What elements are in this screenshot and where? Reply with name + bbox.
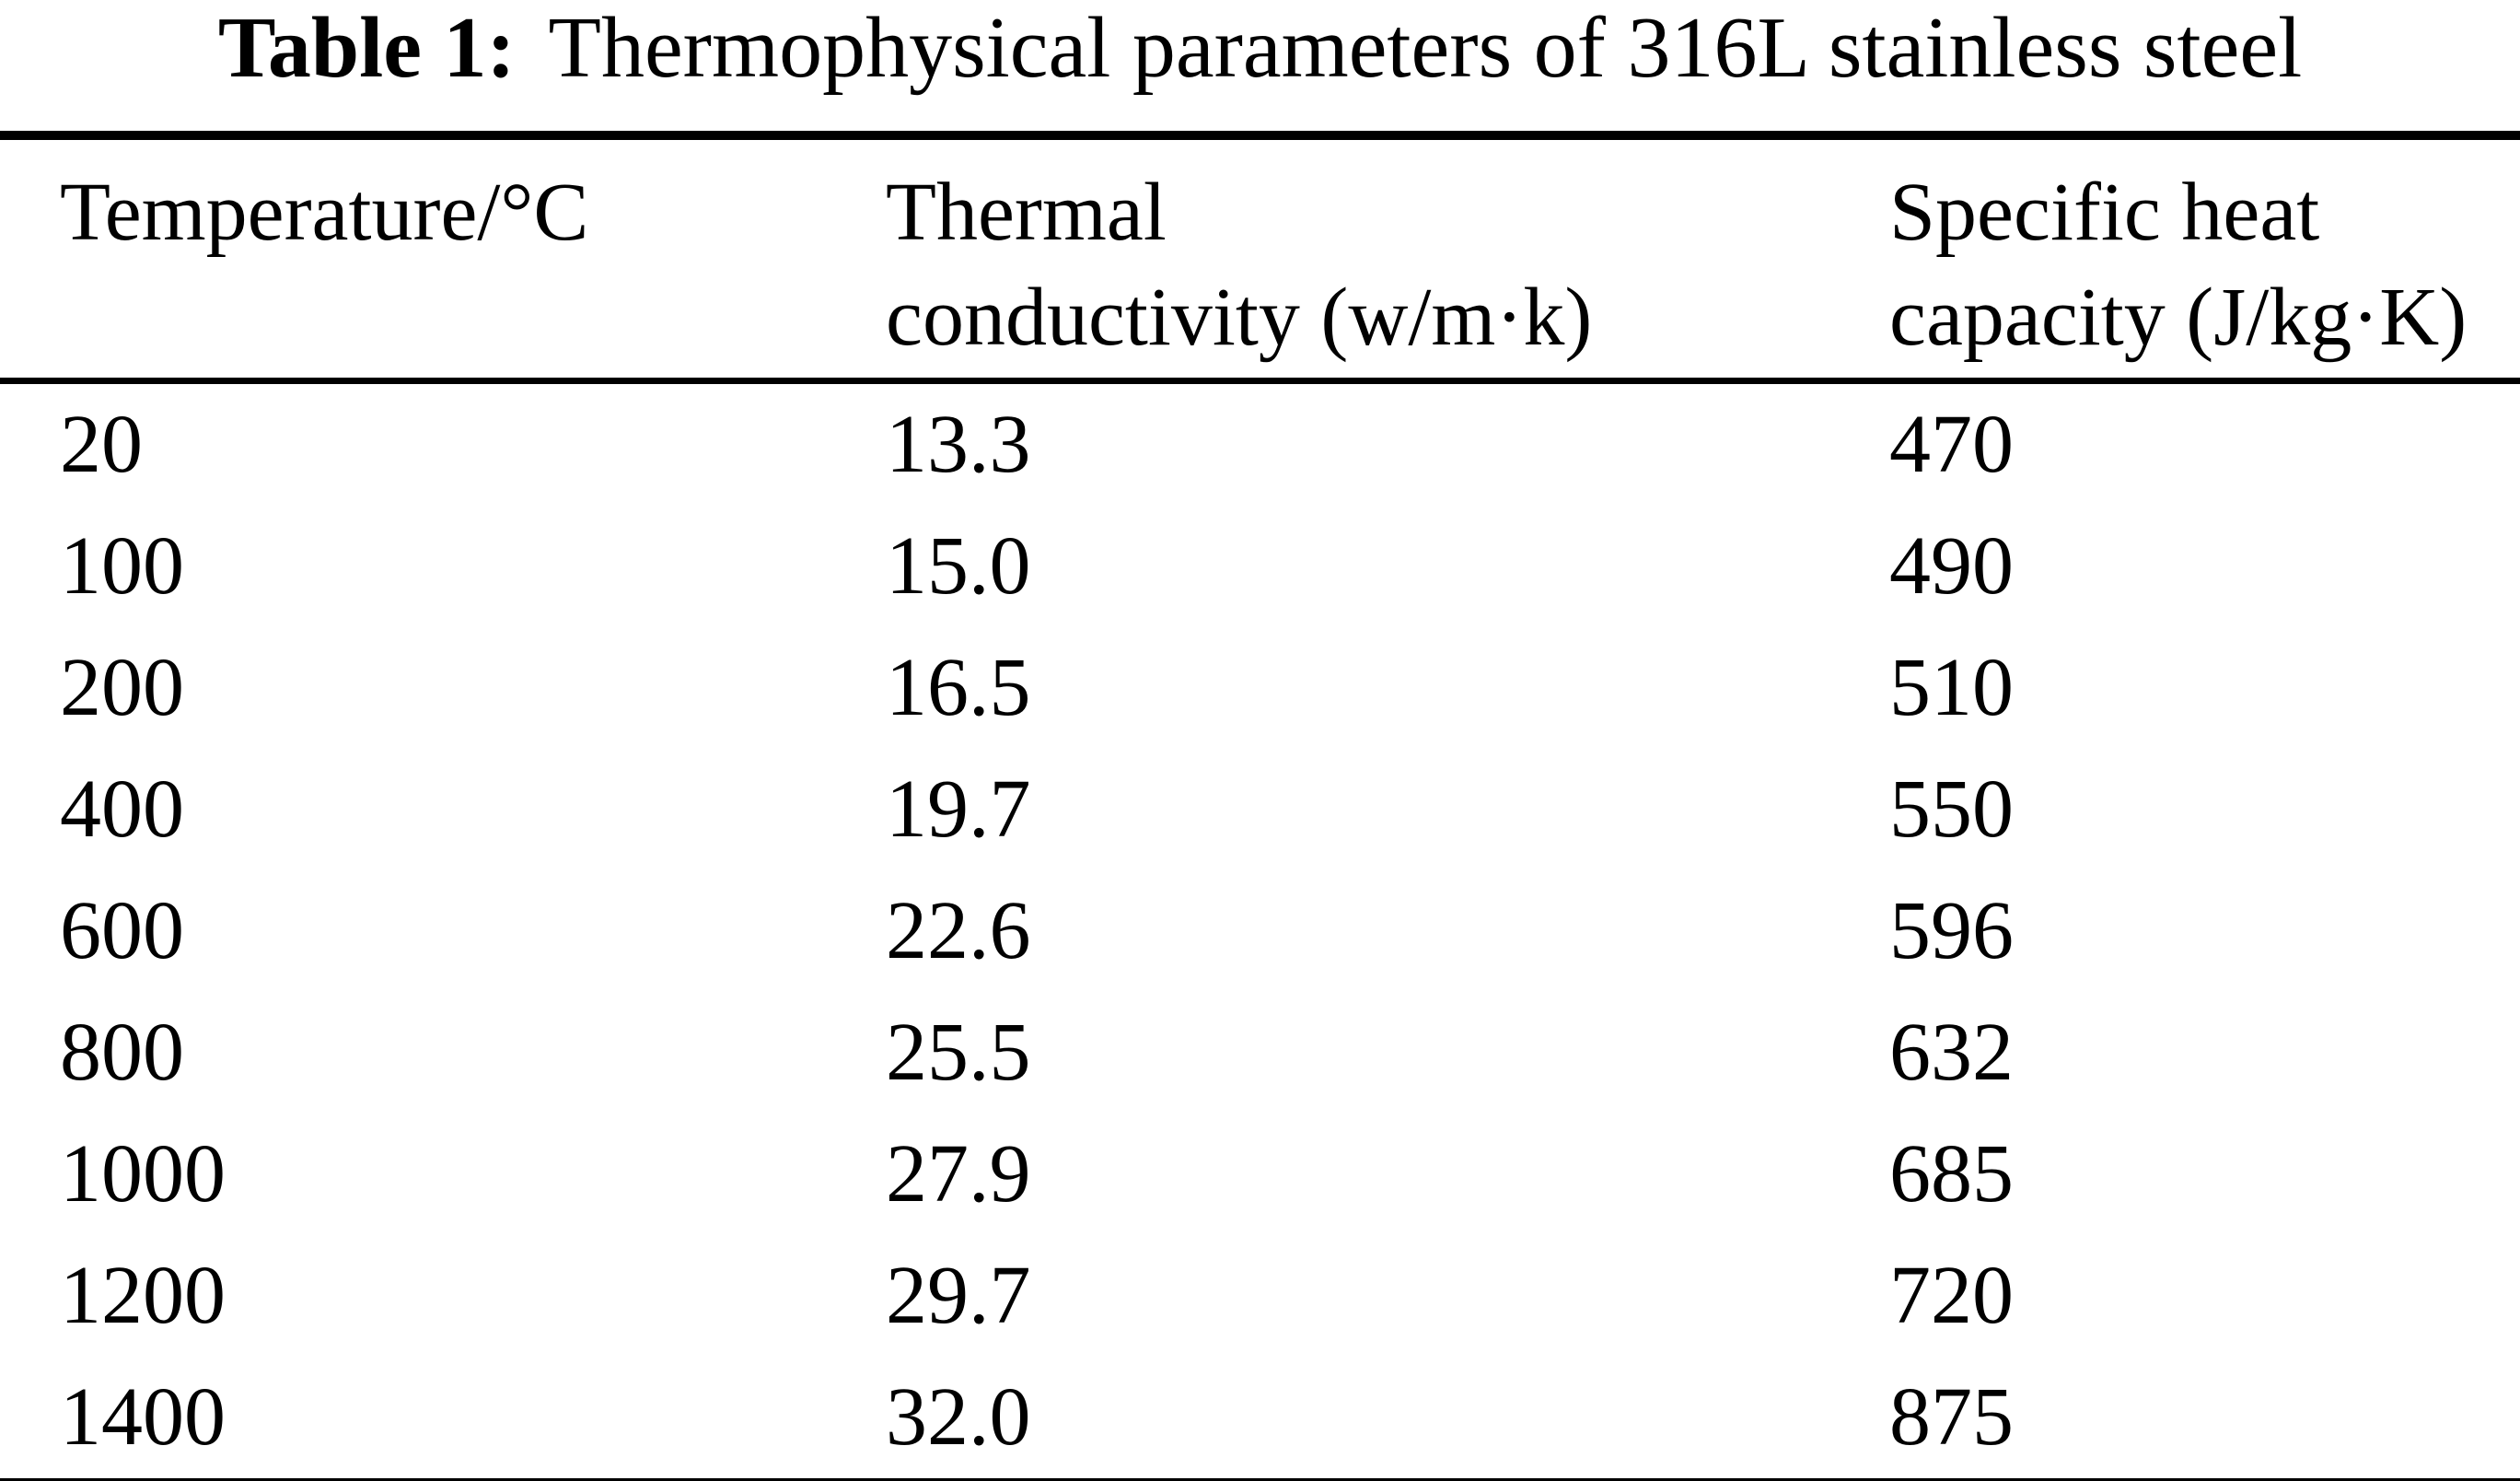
header-line: conductivity (w/m·k) (886, 272, 1593, 363)
cell-thermal-conductivity: 15.0 (886, 520, 1031, 612)
cell-temperature: 200 (60, 642, 184, 733)
cell-thermal-conductivity: 16.5 (886, 642, 1031, 733)
table-row: 1000 27.9 685 (0, 1114, 2520, 1235)
table-body: 20 13.3 470 100 15.0 490 200 16.5 510 40… (0, 381, 2520, 1481)
table-row: 1400 32.0 875 (0, 1357, 2520, 1481)
cell-specific-heat: 685 (1889, 1128, 2014, 1219)
cell-specific-heat: 596 (1889, 885, 2014, 976)
cell-specific-heat: 490 (1889, 520, 2014, 612)
cell-thermal-conductivity: 25.5 (886, 1007, 1031, 1098)
column-header-temperature: Temperature/°C (0, 135, 884, 384)
column-header-specific-heat-capacity: Specific heat capacity (J/kg·K) (1887, 135, 2520, 384)
cell-temperature: 800 (60, 1007, 184, 1098)
cell-specific-heat: 720 (1889, 1250, 2014, 1341)
cell-thermal-conductivity: 29.7 (886, 1250, 1031, 1341)
cell-temperature: 20 (60, 399, 143, 490)
cell-temperature: 100 (60, 520, 184, 612)
cell-temperature: 1200 (60, 1250, 226, 1341)
cell-thermal-conductivity: 32.0 (886, 1371, 1031, 1463)
cell-specific-heat: 632 (1889, 1007, 2014, 1098)
header-line: capacity (J/kg·K) (1889, 272, 2468, 363)
table-caption: Table 1: Thermophysical parameters of 31… (0, 0, 2520, 131)
table-row: 1200 29.7 720 (0, 1235, 2520, 1357)
cell-temperature: 1000 (60, 1128, 226, 1219)
table-caption-label: Table 1: (217, 0, 516, 96)
cell-specific-heat: 470 (1889, 399, 2014, 490)
column-header-thermal-conductivity: Thermal conductivity (w/m·k) (884, 135, 1887, 384)
cell-thermal-conductivity: 13.3 (886, 399, 1031, 490)
header-line: Temperature/°C (60, 167, 589, 258)
table-row: 20 13.3 470 (0, 381, 2520, 507)
header-row: Temperature/°C Thermal conductivity (w/m… (0, 135, 2520, 384)
cell-temperature: 600 (60, 885, 184, 976)
table-caption-text: Thermophysical parameters of 316L stainl… (548, 0, 2303, 96)
cell-temperature: 400 (60, 764, 184, 855)
cell-thermal-conductivity: 22.6 (886, 885, 1031, 976)
cell-temperature: 1400 (60, 1371, 226, 1463)
cell-specific-heat: 510 (1889, 642, 2014, 733)
table-row: 400 19.7 550 (0, 749, 2520, 870)
thermophysical-parameters-table: Temperature/°C Thermal conductivity (w/m… (0, 131, 2520, 1481)
header-line: Thermal (886, 167, 1167, 258)
cell-specific-heat: 550 (1889, 764, 2014, 855)
header-line: Specific heat (1889, 167, 2320, 258)
table-row: 800 25.5 632 (0, 992, 2520, 1114)
table-row: 100 15.0 490 (0, 506, 2520, 627)
cell-specific-heat: 875 (1889, 1371, 2014, 1463)
table-header: Temperature/°C Thermal conductivity (w/m… (0, 135, 2520, 384)
table-row: 600 22.6 596 (0, 870, 2520, 992)
cell-thermal-conductivity: 27.9 (886, 1128, 1031, 1219)
cell-thermal-conductivity: 19.7 (886, 764, 1031, 855)
table-row: 200 16.5 510 (0, 627, 2520, 749)
